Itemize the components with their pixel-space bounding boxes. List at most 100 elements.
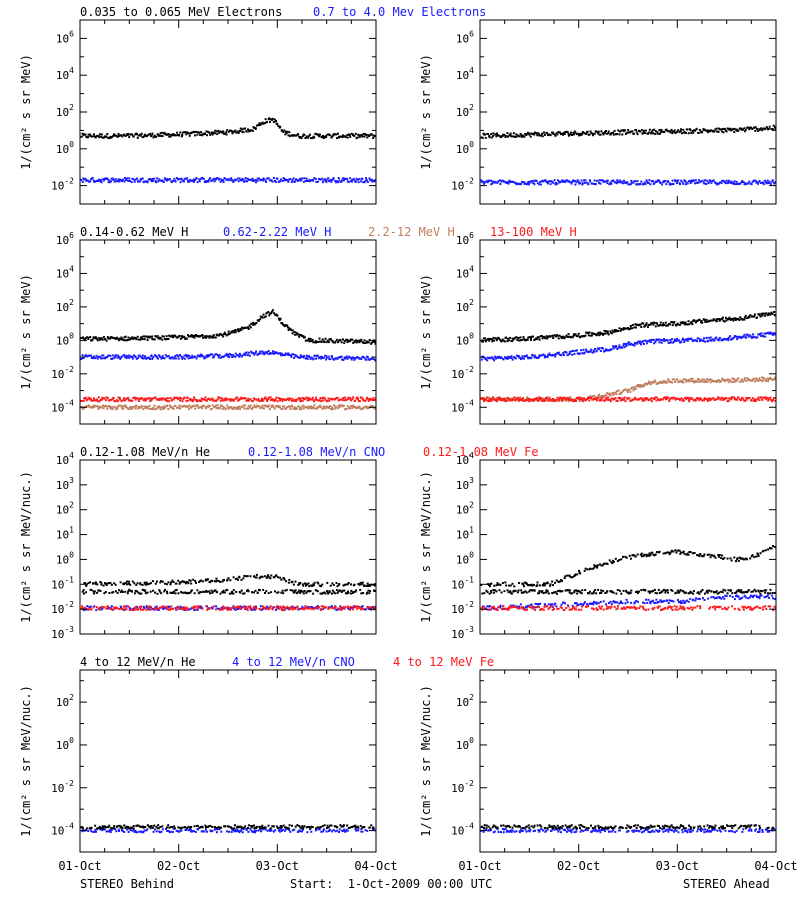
data-point xyxy=(101,338,104,341)
data-point xyxy=(345,407,348,410)
data-point xyxy=(723,180,725,183)
data-point xyxy=(207,355,210,358)
data-point xyxy=(671,378,674,381)
data-point xyxy=(732,181,735,184)
data-point xyxy=(623,346,626,349)
data-point xyxy=(490,399,493,402)
data-point xyxy=(186,177,189,180)
data-point xyxy=(349,608,352,611)
data-point xyxy=(334,179,337,182)
data-point xyxy=(157,405,160,408)
data-point xyxy=(572,133,575,136)
data-point xyxy=(327,607,330,610)
y-tick-label: 100 xyxy=(456,331,474,347)
data-point xyxy=(765,378,768,381)
data-point xyxy=(706,179,709,182)
data-point xyxy=(239,327,242,330)
data-point xyxy=(312,341,315,344)
data-point xyxy=(177,178,180,181)
data-point xyxy=(605,397,608,400)
data-point xyxy=(766,377,769,380)
data-point xyxy=(254,322,257,325)
data-point xyxy=(166,355,169,358)
data-point xyxy=(92,399,95,402)
data-point xyxy=(606,348,609,351)
data-point xyxy=(684,378,687,381)
data-point xyxy=(290,355,293,358)
data-point xyxy=(730,396,733,399)
data-point xyxy=(346,583,349,586)
data-point xyxy=(706,320,709,323)
data-point xyxy=(185,405,187,408)
data-point xyxy=(634,326,637,329)
data-point xyxy=(541,135,544,138)
data-point xyxy=(621,398,623,401)
data-point xyxy=(96,405,99,408)
data-point xyxy=(288,578,291,581)
data-point xyxy=(150,354,153,357)
data-point xyxy=(286,324,289,327)
data-point xyxy=(285,352,288,355)
data-point xyxy=(212,356,215,359)
data-point xyxy=(262,177,265,180)
data-point xyxy=(285,580,288,583)
data-point xyxy=(329,338,332,341)
data-point xyxy=(82,399,85,402)
data-point xyxy=(495,584,498,587)
data-point xyxy=(553,334,556,337)
data-point xyxy=(660,339,663,342)
data-point xyxy=(208,131,211,134)
data-point xyxy=(257,319,260,322)
data-point xyxy=(753,313,756,316)
data-point xyxy=(683,341,686,343)
data-point xyxy=(729,397,732,400)
data-point xyxy=(627,131,629,134)
data-point xyxy=(334,397,337,400)
data-point xyxy=(210,589,213,592)
data-point xyxy=(223,591,226,594)
data-point xyxy=(565,397,568,400)
data-point xyxy=(162,181,165,184)
data-point xyxy=(700,180,703,183)
data-point xyxy=(762,335,765,338)
data-point xyxy=(328,180,331,183)
data-point xyxy=(346,341,349,343)
data-point xyxy=(186,131,189,134)
data-point xyxy=(341,358,344,361)
data-point xyxy=(654,325,657,328)
data-point xyxy=(674,340,677,342)
data-point xyxy=(533,399,536,402)
data-point xyxy=(728,397,731,400)
data-point xyxy=(579,399,582,401)
data-point xyxy=(513,585,516,588)
data-point xyxy=(125,179,128,181)
data-point xyxy=(196,400,199,403)
data-point xyxy=(230,398,233,401)
data-point xyxy=(550,180,553,183)
y-tick-label: 10-4 xyxy=(51,398,74,414)
data-point xyxy=(728,316,731,319)
data-point xyxy=(263,407,265,410)
data-point xyxy=(82,133,85,136)
data-point xyxy=(606,179,609,182)
data-point xyxy=(232,330,235,332)
data-point xyxy=(117,178,120,181)
data-point xyxy=(162,335,165,338)
data-point xyxy=(191,356,194,359)
data-point xyxy=(578,132,581,135)
data-point xyxy=(340,398,342,401)
data-point xyxy=(372,397,375,399)
data-point xyxy=(215,130,218,133)
data-point xyxy=(128,177,131,180)
data-point xyxy=(363,181,366,184)
data-point xyxy=(258,577,261,580)
data-point xyxy=(760,181,763,184)
data-point xyxy=(325,181,328,184)
data-point xyxy=(597,331,600,334)
data-point xyxy=(727,399,730,402)
data-point xyxy=(652,323,655,326)
data-point xyxy=(312,608,315,611)
data-point xyxy=(574,183,577,186)
data-point xyxy=(500,180,503,183)
